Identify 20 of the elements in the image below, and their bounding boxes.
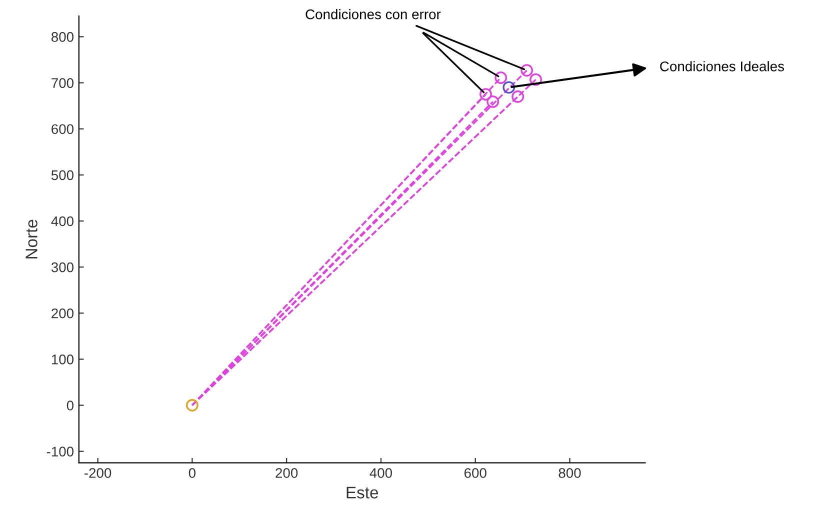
annotation: Condiciones con error [306, 9, 441, 20]
annotation: Condiciones Ideales [660, 61, 784, 72]
x-tick-label: 400 [370, 468, 392, 478]
y-tick-label: 500 [51, 170, 74, 180]
x-tick-label: 600 [464, 468, 486, 478]
y-tick-label: 100 [52, 354, 74, 364]
x-tick-label: 200 [276, 468, 298, 478]
y-axis-title: Norte [26, 220, 38, 258]
x-tick-label: -200 [84, 468, 112, 478]
y-tick-label: 300 [51, 262, 74, 272]
y-tick-label: 600 [52, 124, 74, 134]
y-tick-label: 0 [66, 400, 74, 410]
y-tick-label: -100 [46, 446, 74, 457]
y-tick-label: 200 [52, 308, 74, 318]
x-tick-label: 0 [188, 468, 196, 478]
x-tick-label: 800 [558, 468, 581, 478]
y-tick-label: 800 [51, 32, 74, 42]
x-axis-title: Este [346, 486, 378, 498]
y-tick-label: 700 [52, 78, 74, 88]
y-tick-label: 400 [51, 216, 74, 226]
